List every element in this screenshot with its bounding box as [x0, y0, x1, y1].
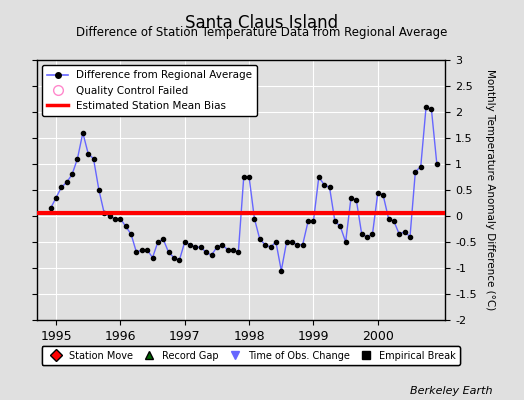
- Y-axis label: Monthly Temperature Anomaly Difference (°C): Monthly Temperature Anomaly Difference (…: [485, 69, 495, 311]
- Text: Difference of Station Temperature Data from Regional Average: Difference of Station Temperature Data f…: [77, 26, 447, 39]
- Text: Santa Claus Island: Santa Claus Island: [185, 14, 339, 32]
- Text: Berkeley Earth: Berkeley Earth: [410, 386, 493, 396]
- Legend: Station Move, Record Gap, Time of Obs. Change, Empirical Break: Station Move, Record Gap, Time of Obs. C…: [41, 346, 461, 365]
